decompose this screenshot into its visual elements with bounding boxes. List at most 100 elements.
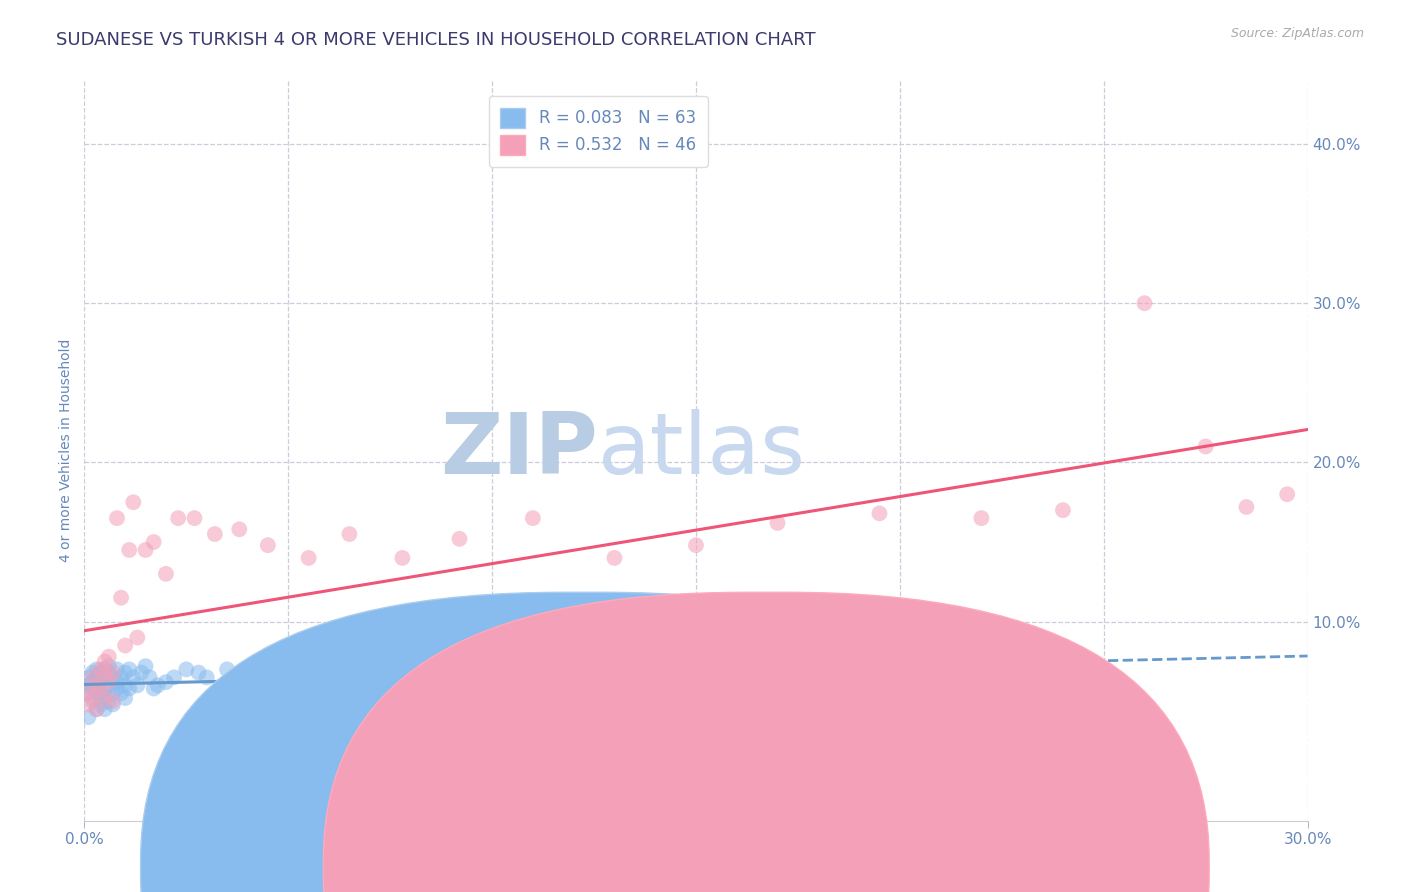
Y-axis label: 4 or more Vehicles in Household: 4 or more Vehicles in Household [59, 339, 73, 562]
Point [77, 686, 100, 700]
Point [131, 665, 153, 680]
Point [82, 665, 104, 680]
Point [127, 631, 149, 645]
Point [110, 670, 132, 684]
Point [562, 665, 585, 680]
Point [110, 591, 132, 605]
Point [93, 702, 115, 716]
Point [603, 550, 626, 565]
Point [97, 659, 120, 673]
Point [90, 662, 112, 676]
Point [105, 511, 128, 525]
Point [82, 681, 104, 696]
Point [807, 659, 830, 673]
Point [118, 662, 141, 676]
Point [105, 662, 128, 676]
Point [257, 538, 280, 552]
Point [93, 670, 115, 684]
Point [82, 694, 104, 708]
Point [685, 670, 707, 684]
Point [90, 698, 112, 712]
Point [97, 678, 120, 692]
Point [163, 670, 186, 684]
Point [399, 615, 422, 629]
Text: SUDANESE VS TURKISH 4 OR MORE VEHICLES IN HOUSEHOLD CORRELATION CHART: SUDANESE VS TURKISH 4 OR MORE VEHICLES I… [56, 31, 815, 49]
Point [110, 686, 132, 700]
Point [86, 702, 108, 716]
Text: Sudanese: Sudanese [619, 855, 693, 870]
Point [217, 662, 239, 676]
Legend: R = 0.083   N = 63, R = 0.532   N = 46: R = 0.083 N = 63, R = 0.532 N = 46 [489, 96, 707, 167]
Point [114, 691, 136, 706]
Point [90, 686, 112, 700]
Point [236, 665, 259, 680]
Text: atlas: atlas [598, 409, 806, 492]
Point [135, 659, 157, 673]
Point [90, 675, 112, 690]
Point [204, 527, 226, 541]
Point [105, 681, 128, 696]
Point [1236, 500, 1258, 514]
Point [105, 675, 128, 690]
Point [142, 681, 165, 696]
Point [86, 678, 108, 692]
Point [93, 665, 115, 680]
Point [399, 659, 422, 673]
Point [97, 665, 120, 680]
Text: Source: ZipAtlas.com: Source: ZipAtlas.com [1230, 27, 1364, 40]
Point [93, 691, 115, 706]
Point [86, 662, 108, 676]
Point [86, 686, 108, 700]
Text: Turks: Turks [801, 855, 841, 870]
Point [77, 710, 100, 724]
Point [77, 670, 100, 684]
Point [359, 678, 381, 692]
Point [82, 670, 104, 684]
Point [522, 511, 544, 525]
Point [97, 649, 120, 664]
Point [93, 655, 115, 669]
Point [118, 681, 141, 696]
Point [391, 550, 413, 565]
Point [97, 694, 120, 708]
Point [101, 665, 124, 680]
Point [187, 665, 209, 680]
Point [93, 662, 115, 676]
Point [93, 681, 115, 696]
Point [1133, 296, 1156, 310]
Point [77, 678, 100, 692]
Point [167, 511, 190, 525]
Point [1195, 440, 1218, 454]
Point [122, 670, 145, 684]
Point [142, 535, 165, 549]
Point [114, 665, 136, 680]
Point [77, 686, 100, 700]
Point [93, 691, 115, 706]
Point [277, 670, 299, 684]
Point [77, 698, 100, 712]
Point [82, 675, 104, 690]
Point [97, 675, 120, 690]
Point [869, 507, 891, 521]
Point [82, 691, 104, 706]
Point [1052, 503, 1074, 517]
Point [86, 670, 108, 684]
Point [174, 662, 197, 676]
Point [122, 495, 145, 509]
Point [101, 694, 124, 708]
Point [114, 639, 136, 653]
Point [86, 678, 108, 692]
Point [101, 670, 124, 684]
Point [685, 538, 707, 552]
Point [118, 543, 141, 558]
Point [449, 532, 471, 546]
Point [277, 655, 299, 669]
Point [183, 511, 205, 525]
Point [90, 681, 112, 696]
Point [298, 550, 321, 565]
Point [155, 675, 177, 690]
Point [766, 516, 789, 530]
Point [101, 686, 124, 700]
Point [481, 662, 503, 676]
Point [257, 659, 280, 673]
